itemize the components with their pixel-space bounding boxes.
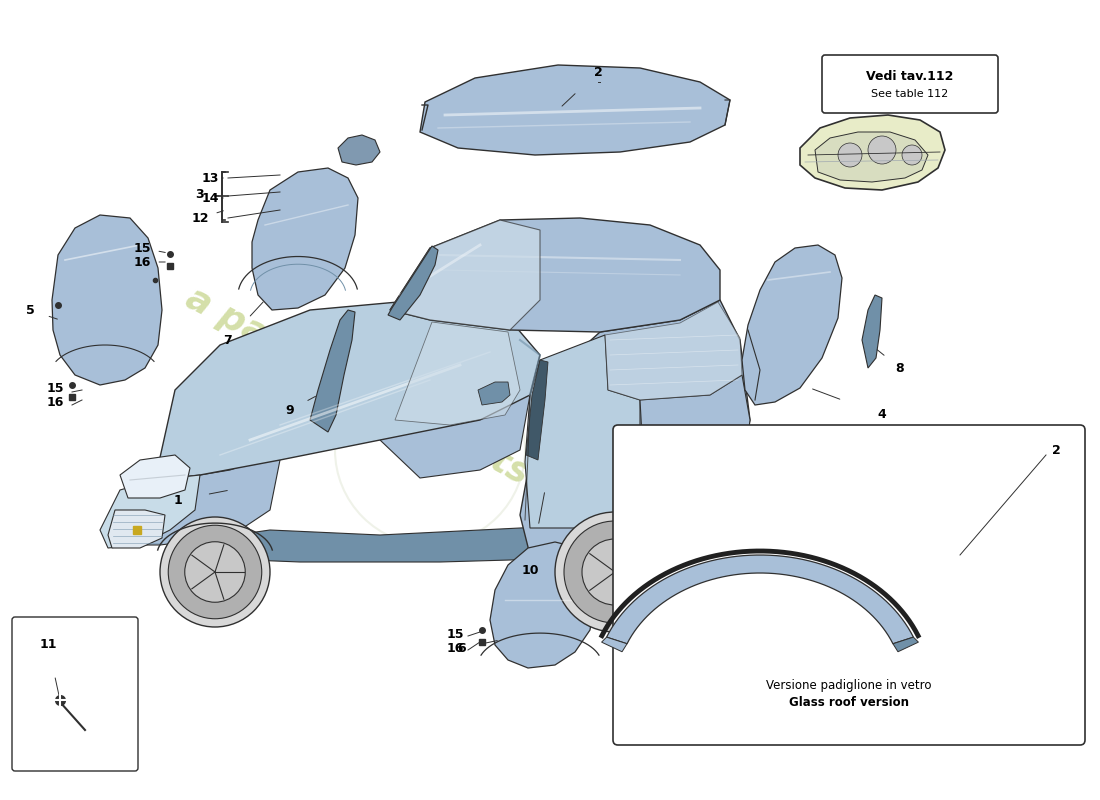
- FancyBboxPatch shape: [822, 55, 998, 113]
- Text: 12: 12: [191, 211, 209, 225]
- Polygon shape: [490, 542, 595, 668]
- Polygon shape: [100, 475, 200, 548]
- Text: Glass roof version: Glass roof version: [789, 695, 909, 709]
- Polygon shape: [525, 335, 640, 528]
- Text: 2: 2: [1052, 443, 1060, 457]
- Polygon shape: [478, 382, 510, 405]
- Polygon shape: [390, 220, 540, 330]
- Text: 15: 15: [133, 242, 151, 254]
- Text: 8: 8: [895, 362, 904, 374]
- Polygon shape: [862, 295, 882, 368]
- Circle shape: [868, 136, 896, 164]
- Text: 14: 14: [201, 191, 219, 205]
- Circle shape: [160, 517, 270, 627]
- Polygon shape: [390, 218, 720, 332]
- Polygon shape: [580, 520, 745, 572]
- Polygon shape: [395, 322, 520, 425]
- Circle shape: [902, 145, 922, 165]
- Text: 11: 11: [40, 638, 57, 651]
- Text: 5: 5: [25, 303, 34, 317]
- Text: See table 112: See table 112: [871, 89, 948, 99]
- Text: 1: 1: [174, 494, 183, 506]
- Text: 7: 7: [223, 334, 232, 346]
- Text: 2: 2: [594, 66, 603, 78]
- Polygon shape: [526, 360, 548, 460]
- Circle shape: [185, 542, 245, 602]
- Polygon shape: [252, 168, 358, 310]
- Polygon shape: [155, 300, 540, 480]
- Circle shape: [564, 521, 666, 623]
- Polygon shape: [379, 320, 530, 478]
- Text: 16: 16: [46, 395, 64, 409]
- Text: Versione padiglione in vetro: Versione padiglione in vetro: [767, 678, 932, 691]
- Polygon shape: [602, 637, 627, 652]
- Polygon shape: [815, 132, 928, 182]
- Polygon shape: [52, 215, 162, 385]
- Text: 6: 6: [458, 642, 466, 654]
- Polygon shape: [520, 300, 750, 555]
- Polygon shape: [200, 520, 660, 562]
- Polygon shape: [120, 455, 190, 498]
- Polygon shape: [606, 555, 913, 644]
- Circle shape: [556, 512, 675, 632]
- FancyBboxPatch shape: [613, 425, 1085, 745]
- Polygon shape: [893, 637, 918, 652]
- Polygon shape: [800, 115, 945, 190]
- Polygon shape: [120, 460, 280, 545]
- Polygon shape: [310, 310, 355, 432]
- Text: 10: 10: [521, 563, 539, 577]
- Text: 15: 15: [46, 382, 64, 394]
- Text: Vedi tav.112: Vedi tav.112: [867, 70, 954, 82]
- Text: 9: 9: [286, 403, 295, 417]
- Polygon shape: [420, 65, 730, 155]
- Circle shape: [168, 526, 262, 618]
- Circle shape: [582, 539, 648, 605]
- Polygon shape: [108, 510, 165, 548]
- Polygon shape: [338, 135, 379, 165]
- Text: 3: 3: [196, 189, 205, 202]
- Text: 16: 16: [133, 255, 151, 269]
- Polygon shape: [388, 246, 438, 320]
- Text: 16: 16: [447, 642, 464, 654]
- Text: 13: 13: [201, 171, 219, 185]
- Text: a passion for parts since 1985: a passion for parts since 1985: [180, 281, 739, 599]
- Polygon shape: [605, 302, 742, 400]
- FancyBboxPatch shape: [12, 617, 138, 771]
- Text: 4: 4: [878, 409, 887, 422]
- Text: 15: 15: [447, 627, 464, 641]
- Circle shape: [838, 143, 862, 167]
- Polygon shape: [640, 375, 750, 535]
- Polygon shape: [742, 245, 842, 405]
